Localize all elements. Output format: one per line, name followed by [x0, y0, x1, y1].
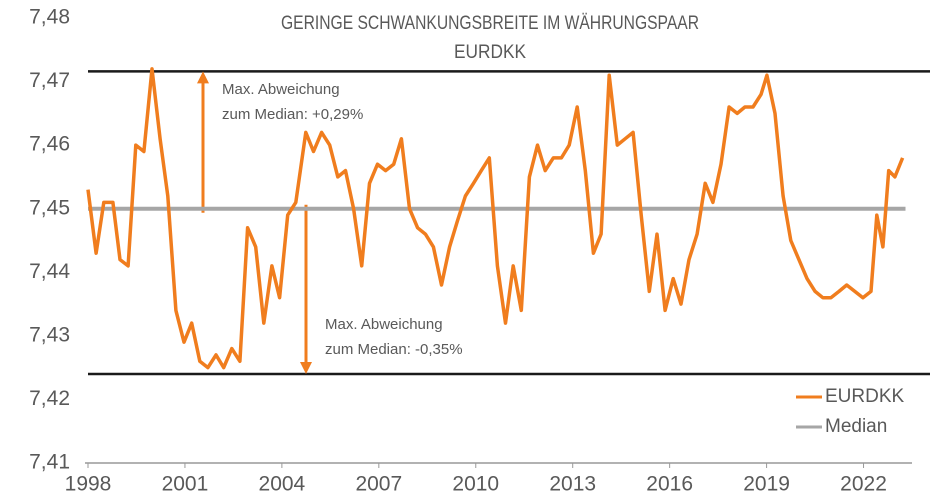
x-tick-label: 2019: [743, 473, 790, 496]
series-line: [86, 67, 905, 370]
annotation: Max. Abweichung: [325, 316, 443, 333]
y-tick-label: 7,42: [29, 387, 70, 410]
annotation: zum Median: -0,35%: [325, 341, 463, 358]
arrow-head: [197, 71, 209, 84]
x-tick-label: 2010: [452, 473, 499, 496]
y-tick-label: 7,47: [29, 69, 70, 92]
y-tick-label: 7,44: [29, 260, 70, 283]
legend-label: EURDKK: [825, 386, 905, 407]
y-tick-label: 7,43: [29, 323, 70, 346]
x-tick-label: 2022: [840, 473, 887, 496]
x-tick-label: 2004: [259, 473, 306, 496]
x-tick-label: 2013: [549, 473, 596, 496]
annotation: zum Median: +0,29%: [222, 106, 363, 123]
annotation: Max. Abweichung: [222, 81, 340, 98]
chart-title: EURDKK: [454, 42, 526, 63]
y-tick-label: 7,41: [29, 451, 70, 474]
x-tick-label: 2016: [646, 473, 693, 496]
x-tick-label: 1998: [65, 473, 112, 496]
y-tick-label: 7,48: [29, 6, 70, 29]
x-tick-label: 2007: [355, 473, 402, 496]
legend-label: Median: [825, 416, 887, 437]
chart-title: GERINGE SCHWANKUNGSBREITE IM WÄHRUNGSPAA…: [281, 13, 699, 34]
y-tick-label: 7,45: [29, 196, 70, 219]
arrow-head: [300, 362, 312, 374]
y-tick-label: 7,46: [29, 133, 70, 156]
x-tick-label: 2001: [162, 473, 209, 496]
